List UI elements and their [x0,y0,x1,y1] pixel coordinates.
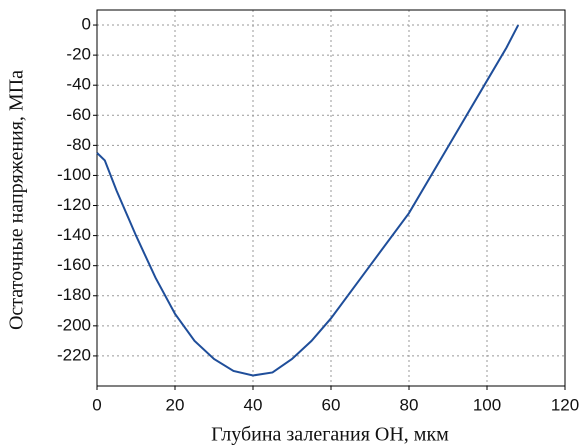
y-axis-label: Остаточные напряжения, МПа [6,70,28,330]
x-axis-label: Глубина залегания ОН, мкм [211,424,449,446]
x-tick-label: 60 [322,395,341,414]
y-tick-label: -80 [66,135,91,154]
y-tick-label: -200 [57,315,91,334]
x-tick-label: 0 [92,395,101,414]
y-tick-label: -100 [57,165,91,184]
line-series [96,24,520,377]
y-tick-label: 0 [82,15,91,34]
y-tick-label: -140 [57,225,91,244]
y-tick-label: -180 [57,285,91,304]
x-tick-label: 80 [400,395,419,414]
plot-area [97,10,565,386]
x-tick-label: 40 [244,395,263,414]
x-tick-label: 120 [551,395,579,414]
y-tick-label: -160 [57,255,91,274]
y-tick-label: -20 [66,45,91,64]
y-tick-label: -120 [57,195,91,214]
x-tick-label: 100 [473,395,501,414]
y-tick-label: -60 [66,105,91,124]
plot-frame [96,9,566,387]
y-tick-label: -40 [66,75,91,94]
x-tick-label: 20 [166,395,185,414]
y-tick-label: -220 [57,345,91,364]
